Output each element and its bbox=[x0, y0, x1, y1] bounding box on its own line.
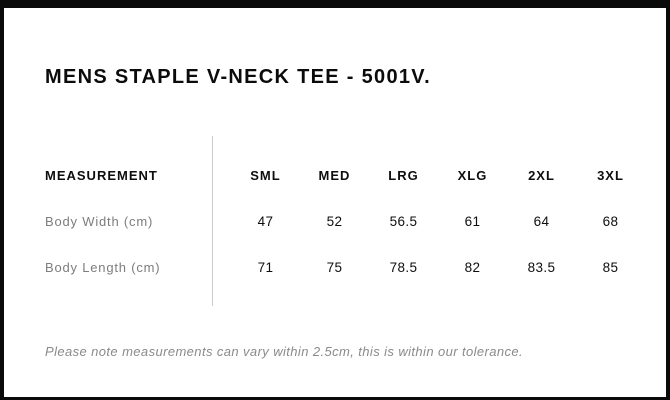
body-length-2xl: 83.5 bbox=[527, 259, 556, 275]
column-header-sml: SML bbox=[250, 167, 281, 183]
body-width-3xl: 68 bbox=[602, 213, 619, 229]
row-label-body-width: Body Width (cm) bbox=[45, 213, 154, 229]
body-length-sml: 71 bbox=[257, 259, 274, 275]
table-row-body-length: Body Length (cm) 71 75 78.5 82 83.5 85 bbox=[4, 244, 666, 290]
body-width-2xl: 64 bbox=[533, 213, 550, 229]
column-header-xlg: XLG bbox=[457, 167, 488, 183]
row-label-body-length: Body Length (cm) bbox=[45, 259, 161, 275]
column-header-3xl: 3XL bbox=[597, 167, 624, 183]
column-header-lrg: LRG bbox=[388, 167, 419, 183]
table-vertical-divider bbox=[212, 136, 213, 306]
body-width-med: 52 bbox=[326, 213, 343, 229]
column-header-2xl: 2XL bbox=[528, 167, 555, 183]
product-title: MENS STAPLE V-NECK TEE - 5001V. bbox=[45, 66, 431, 89]
size-chart-table: MEASUREMENT SML MED LRG XLG 2XL 3XL Body… bbox=[4, 152, 666, 290]
body-width-xlg: 61 bbox=[464, 213, 481, 229]
column-header-med: MED bbox=[318, 167, 351, 183]
table-header-row: MEASUREMENT SML MED LRG XLG 2XL 3XL bbox=[4, 152, 666, 198]
body-length-3xl: 85 bbox=[602, 259, 619, 275]
body-length-xlg: 82 bbox=[464, 259, 481, 275]
column-header-measurement: MEASUREMENT bbox=[45, 167, 158, 183]
body-width-lrg: 56.5 bbox=[389, 213, 418, 229]
body-width-sml: 47 bbox=[257, 213, 274, 229]
table-row-body-width: Body Width (cm) 47 52 56.5 61 64 68 bbox=[4, 198, 666, 244]
tolerance-note: Please note measurements can vary within… bbox=[45, 344, 524, 359]
body-length-lrg: 78.5 bbox=[389, 259, 418, 275]
body-length-med: 75 bbox=[326, 259, 343, 275]
